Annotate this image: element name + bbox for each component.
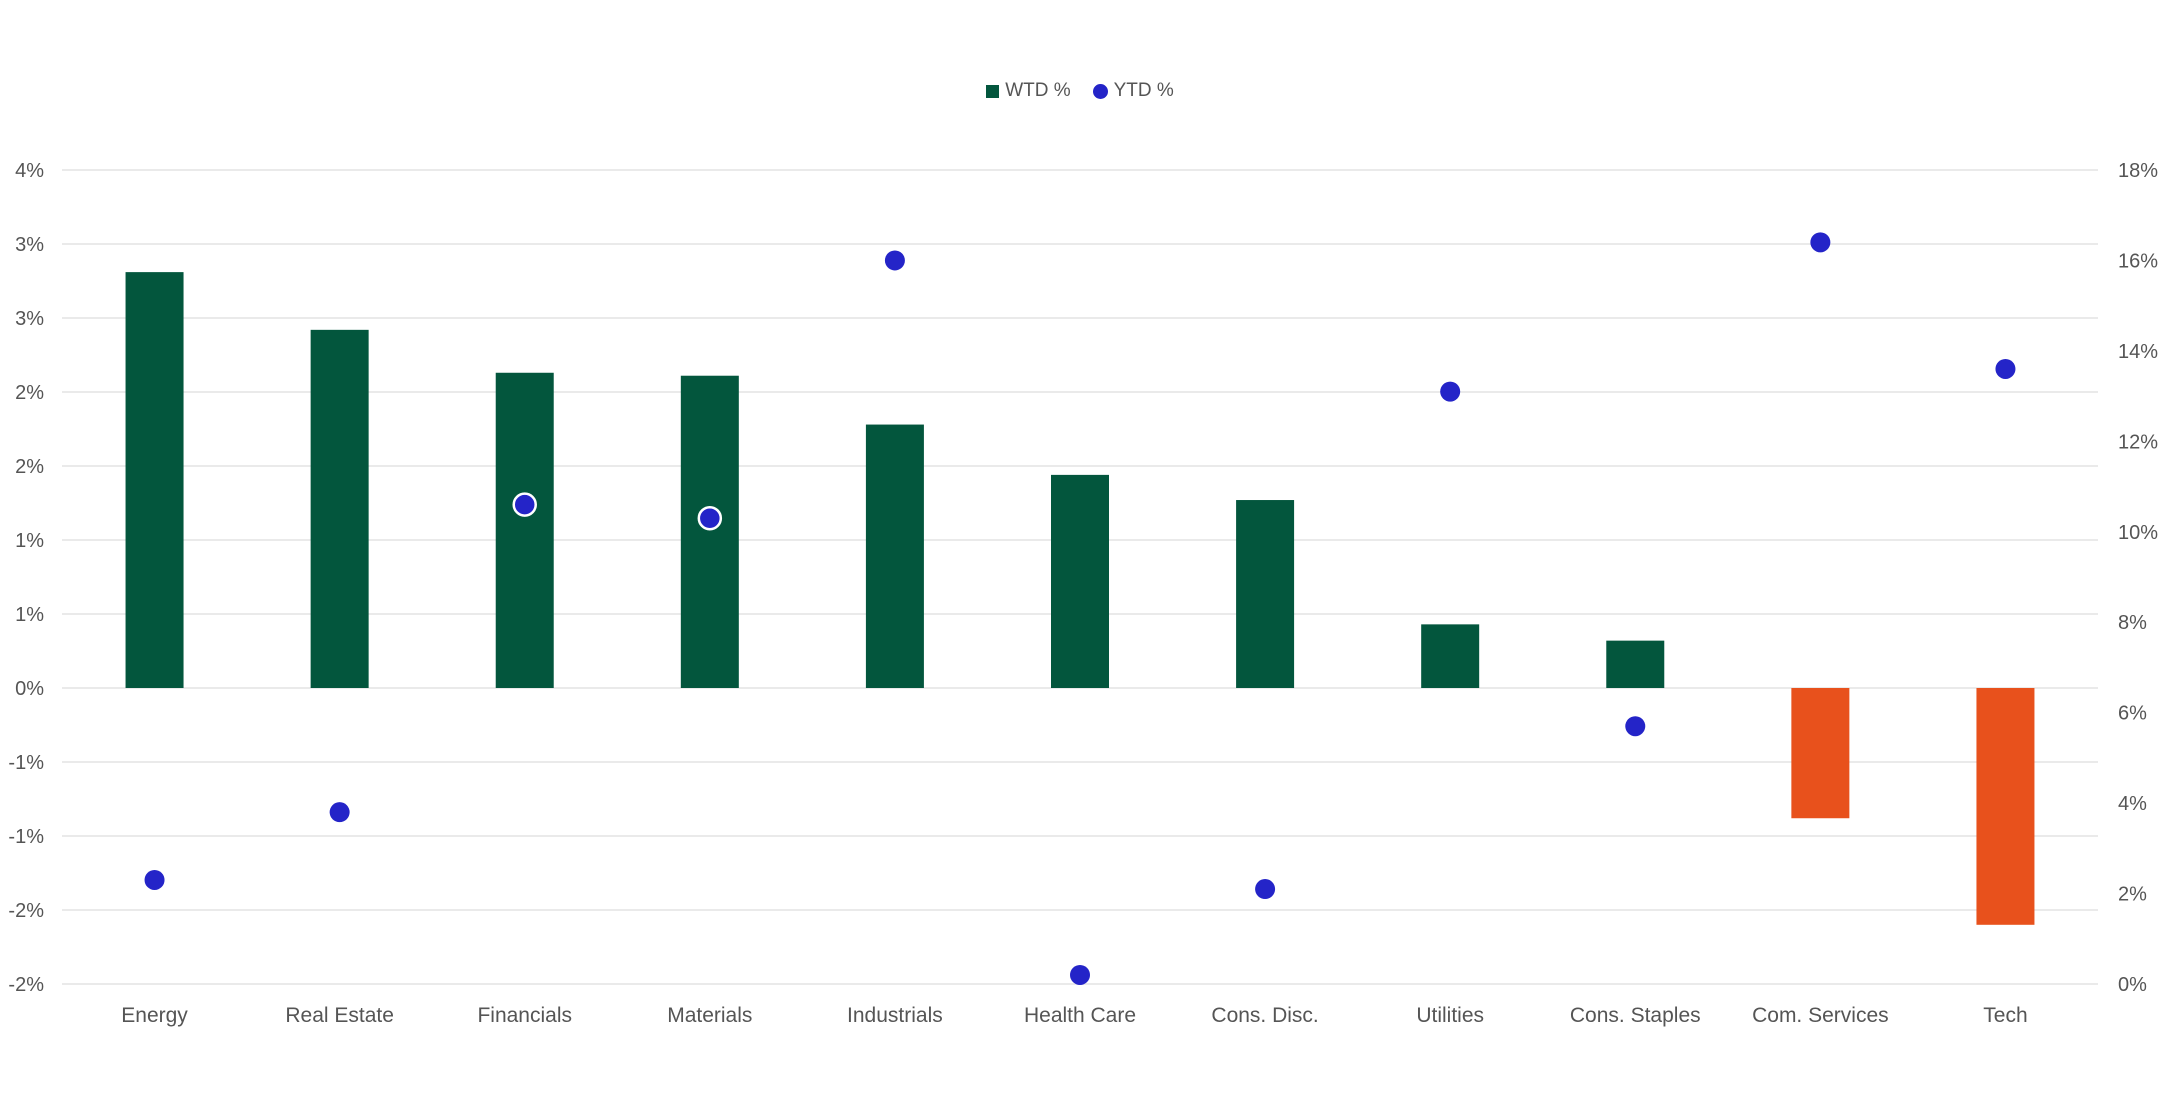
- right-tick-label: 10%: [2118, 522, 2158, 544]
- ytd-dot-utilities[interactable]: [1440, 381, 1461, 402]
- ytd-dot-financials[interactable]: [512, 492, 537, 517]
- wtd-bar-real-estate[interactable]: [310, 329, 369, 688]
- category-label: Cons. Disc.: [1211, 1004, 1318, 1027]
- ytd-dot-com-services[interactable]: [1810, 232, 1831, 253]
- category-label: Energy: [121, 1004, 188, 1027]
- legend-label-ytd: YTD %: [1113, 80, 1174, 101]
- right-tick-label: 6%: [2118, 703, 2147, 725]
- left-tick-label: 3%: [15, 308, 44, 330]
- ytd-dot-materials[interactable]: [697, 505, 723, 531]
- category-label: Tech: [1983, 1004, 2027, 1027]
- category-label: Industrials: [847, 1004, 943, 1027]
- right-tick-label: 0%: [2118, 974, 2147, 996]
- right-tick-label: 4%: [2118, 793, 2147, 815]
- right-tick-label: 14%: [2118, 341, 2158, 363]
- category-label: Com. Services: [1752, 1004, 1889, 1027]
- category-label: Materials: [667, 1004, 752, 1027]
- ytd-dot-industrials[interactable]: [884, 250, 905, 271]
- wtd-bar-health-care[interactable]: [1051, 474, 1109, 688]
- right-tick-label: 8%: [2118, 612, 2147, 634]
- left-tick-label: 1%: [15, 604, 44, 626]
- category-label: Utilities: [1416, 1004, 1484, 1027]
- right-tick-label: 12%: [2118, 431, 2158, 453]
- left-axis: 4% 3% 3% 2% 2% 1% 1% 0% -1% -1% -2% -2%: [8, 160, 44, 996]
- wtd-bars: [125, 272, 2035, 925]
- ytd-dot-cons-disc[interactable]: [1255, 879, 1276, 900]
- legend-item-ytd[interactable]: YTD %: [1092, 80, 1174, 102]
- left-tick-label: -2%: [8, 900, 44, 922]
- wtd-bar-utilities[interactable]: [1421, 624, 1480, 688]
- right-tick-label: 16%: [2118, 250, 2158, 272]
- legend-label-wtd: WTD %: [1005, 80, 1071, 101]
- wtd-bar-industrials[interactable]: [865, 424, 924, 688]
- wtd-bar-com-services[interactable]: [1791, 688, 1850, 819]
- wtd-bar-cons-staples[interactable]: [1606, 640, 1665, 688]
- category-label: Cons. Staples: [1570, 1004, 1701, 1027]
- left-tick-label: -1%: [8, 752, 44, 774]
- left-tick-label: 3%: [15, 234, 44, 256]
- right-axis: 18% 16% 14% 12% 10% 8% 6% 4% 2% 0%: [2118, 160, 2158, 996]
- left-tick-label: 2%: [15, 382, 44, 404]
- legend-swatch-ytd: [1092, 83, 1108, 99]
- category-labels: Energy Real Estate Financials Materials Indu…: [121, 1004, 2027, 1027]
- right-tick-label: 18%: [2118, 160, 2158, 182]
- category-label: Health Care: [1024, 1004, 1136, 1027]
- left-tick-label: 2%: [15, 456, 44, 478]
- ytd-dot-real-estate[interactable]: [329, 802, 350, 823]
- left-tick-label: -1%: [8, 826, 44, 848]
- ytd-dot-tech[interactable]: [1995, 358, 2016, 379]
- left-tick-label: 1%: [15, 530, 44, 552]
- wtd-bar-tech[interactable]: [1976, 688, 2035, 925]
- legend-item-wtd[interactable]: WTD %: [986, 80, 1071, 102]
- wtd-bar-energy[interactable]: [125, 272, 184, 688]
- legend-swatch-wtd: [986, 84, 1000, 98]
- ytd-dot-cons-staples[interactable]: [1625, 716, 1646, 737]
- left-tick-label: -2%: [8, 974, 44, 996]
- wtd-bar-materials[interactable]: [680, 375, 739, 688]
- wtd-bar-cons-disc[interactable]: [1236, 500, 1295, 688]
- category-label: Financials: [477, 1004, 572, 1027]
- ytd-dot-health-care[interactable]: [1070, 964, 1090, 985]
- ytd-dots: [144, 232, 2016, 985]
- right-tick-label: 2%: [2118, 884, 2147, 906]
- chart-legend: WTD % YTD %: [0, 78, 2160, 104]
- ytd-dot-energy[interactable]: [144, 869, 165, 890]
- left-tick-label: 0%: [15, 678, 44, 700]
- category-label: Real Estate: [285, 1004, 394, 1027]
- wtd-bar-financials[interactable]: [495, 372, 554, 688]
- left-tick-label: 4%: [15, 160, 44, 182]
